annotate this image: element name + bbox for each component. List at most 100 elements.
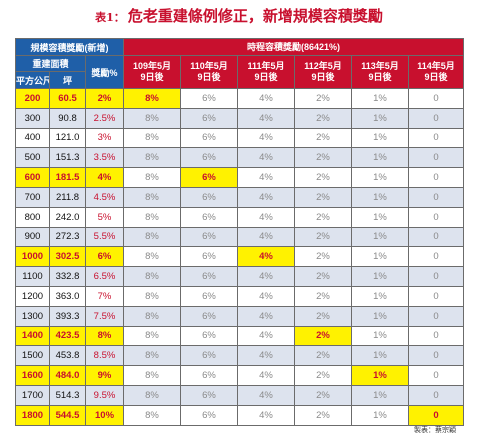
table-row: 1100 332.8 6.5% 8% 6% 4% 2% 1% 0 (15, 266, 465, 287)
reward-cell: 6.5% (84, 266, 125, 287)
sqm-cell: 1200 (15, 285, 50, 307)
table-row: 600 181.5 4% 8% 6% 4% 2% 1% 0 (15, 167, 465, 188)
table-row: 1500 453.8 8.5% 8% 6% 4% 2% 1% 0 (15, 345, 465, 367)
period-cell: 4% (237, 246, 296, 268)
reward-cell: 4% (84, 167, 125, 188)
sqm-cell: 1400 (15, 325, 50, 347)
scale-reward-header: 規模容積獎勵(新增) (14, 38, 125, 56)
period-cell: 6% (180, 186, 239, 208)
reward-cell: 8.5% (84, 345, 125, 367)
period-cell: 0 (408, 88, 465, 109)
period-header: 113年5月 9日後 (351, 55, 410, 89)
title-prefix: 表1： (95, 11, 125, 24)
period-cell: 2% (294, 404, 353, 426)
sqm-cell: 1600 (15, 365, 50, 386)
period-cell: 1% (351, 107, 410, 129)
reward-column-header: 獎勵% (84, 55, 125, 89)
period-cell: 4% (237, 107, 296, 129)
ping-cell: 453.8 (49, 345, 86, 367)
table-row: 300 90.8 2.5% 8% 6% 4% 2% 1% 0 (15, 107, 465, 129)
table-row: 1600 484.0 9% 8% 6% 4% 2% 1% 0 (15, 365, 465, 386)
period-cell: 2% (294, 147, 353, 169)
sqm-cell: 1300 (15, 305, 50, 327)
period-cell: 4% (237, 404, 296, 426)
period-cell: 4% (237, 285, 296, 307)
sqm-cell: 900 (15, 226, 50, 248)
period-cell: 2% (294, 167, 353, 188)
period-cell: 0 (408, 186, 465, 208)
period-header: 111年5月 9日後 (237, 55, 296, 89)
period-cell: 2% (294, 384, 353, 406)
reward-cell: 10% (84, 404, 125, 426)
period-cell: 0 (408, 127, 465, 149)
area-header: 重建面積 (15, 55, 86, 72)
period-cell: 8% (123, 127, 182, 149)
period-cell: 4% (237, 88, 296, 109)
reward-cell: 5% (84, 206, 125, 228)
table-row: 900 272.3 5.5% 8% 6% 4% 2% 1% 0 (15, 226, 465, 248)
period-cell: 6% (180, 305, 239, 327)
period-cell: 6% (180, 365, 239, 386)
table-row: 400 121.0 3% 8% 6% 4% 2% 1% 0 (15, 127, 465, 149)
period-cell: 0 (408, 285, 465, 307)
period-cell: 8% (123, 384, 182, 406)
period-cell: 6% (180, 107, 239, 129)
ping-cell: 90.8 (49, 107, 86, 129)
period-cell: 8% (123, 147, 182, 169)
period-cell: 1% (351, 226, 410, 248)
period-cell: 8% (123, 167, 182, 188)
period-cell: 8% (123, 88, 182, 109)
table-row: 1300 393.3 7.5% 8% 6% 4% 2% 1% 0 (15, 305, 465, 327)
sqm-cell: 800 (15, 206, 50, 228)
period-cell: 2% (294, 206, 353, 228)
ping-cell: 181.5 (49, 167, 86, 188)
period-cell: 2% (294, 226, 353, 248)
sqm-cell: 700 (15, 186, 50, 208)
sqm-cell: 1000 (15, 246, 50, 268)
period-cell: 6% (180, 88, 239, 109)
period-cell: 8% (123, 266, 182, 287)
sqm-cell: 200 (15, 88, 50, 109)
period-cell: 1% (351, 88, 410, 109)
ping-cell: 302.5 (49, 246, 86, 268)
reward-cell: 7.5% (84, 305, 125, 327)
period-cell: 1% (351, 206, 410, 228)
period-cell: 0 (408, 206, 465, 228)
period-cell: 6% (180, 345, 239, 367)
table-row: 1700 514.3 9.5% 8% 6% 4% 2% 1% 0 (15, 384, 465, 406)
period-cell: 2% (294, 246, 353, 268)
period-cell: 4% (237, 226, 296, 248)
period-cell: 0 (408, 266, 465, 287)
period-header: 114年5月 9日後 (408, 55, 465, 89)
ping-column-header: 坪 (49, 71, 86, 89)
period-cell: 1% (351, 285, 410, 307)
period-cell: 6% (180, 226, 239, 248)
credit: 製表：蔡宗穎 (414, 426, 456, 434)
ping-cell: 272.3 (49, 226, 86, 248)
ping-cell: 544.5 (49, 404, 86, 426)
period-cell: 4% (237, 147, 296, 169)
reward-cell: 2% (84, 88, 125, 109)
period-cell: 1% (351, 365, 410, 386)
period-cell: 8% (123, 325, 182, 347)
period-cell: 2% (294, 305, 353, 327)
period-cell: 2% (294, 88, 353, 109)
period-cell: 4% (237, 365, 296, 386)
period-cell: 0 (408, 226, 465, 248)
period-cell: 4% (237, 167, 296, 188)
period-cell: 6% (180, 325, 239, 347)
ping-cell: 60.5 (49, 88, 86, 109)
period-cell: 4% (237, 305, 296, 327)
reward-cell: 3.5% (84, 147, 125, 169)
period-cell: 4% (237, 384, 296, 406)
ping-cell: 423.5 (49, 325, 86, 347)
table-row: 500 151.3 3.5% 8% 6% 4% 2% 1% 0 (15, 147, 465, 169)
period-cell: 6% (180, 266, 239, 287)
ping-cell: 242.0 (49, 206, 86, 228)
ping-cell: 393.3 (49, 305, 86, 327)
period-cell: 8% (123, 285, 182, 307)
period-cell: 8% (123, 186, 182, 208)
period-cell: 6% (180, 147, 239, 169)
period-cell: 8% (123, 365, 182, 386)
period-cell: 6% (180, 384, 239, 406)
